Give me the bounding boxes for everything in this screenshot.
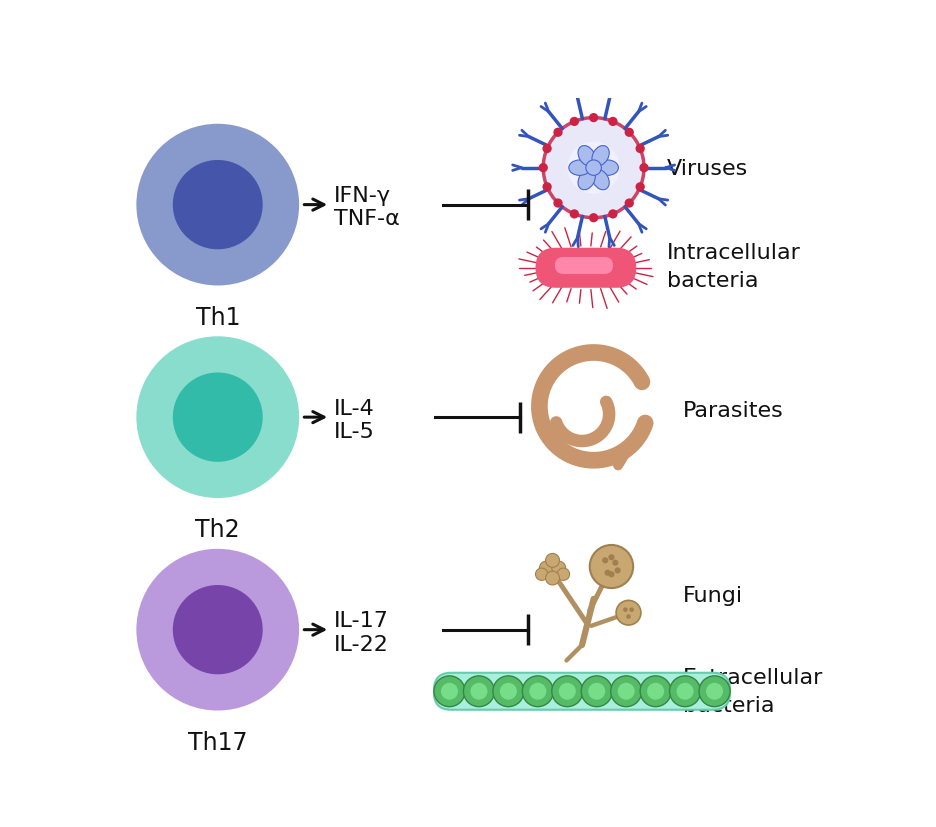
Circle shape — [500, 683, 517, 700]
Circle shape — [588, 683, 606, 700]
Circle shape — [612, 560, 619, 566]
Circle shape — [137, 125, 300, 286]
Text: Extracellular
bacteria: Extracellular bacteria — [682, 667, 823, 715]
Circle shape — [589, 114, 598, 123]
Ellipse shape — [578, 170, 595, 190]
Circle shape — [610, 676, 642, 707]
Text: Th1: Th1 — [196, 305, 240, 329]
Ellipse shape — [597, 160, 619, 176]
Ellipse shape — [569, 160, 591, 176]
Circle shape — [581, 676, 612, 707]
Circle shape — [706, 683, 723, 700]
Circle shape — [615, 567, 621, 574]
Circle shape — [624, 128, 634, 138]
Text: Th2: Th2 — [196, 518, 240, 542]
Circle shape — [624, 199, 634, 208]
Circle shape — [570, 117, 579, 127]
Text: IL-5: IL-5 — [334, 422, 375, 442]
Circle shape — [618, 683, 635, 700]
Circle shape — [677, 683, 694, 700]
Circle shape — [636, 145, 645, 154]
FancyBboxPatch shape — [434, 673, 730, 710]
Text: Parasites: Parasites — [682, 401, 783, 421]
Circle shape — [535, 568, 548, 581]
Circle shape — [441, 683, 458, 700]
Circle shape — [543, 183, 551, 192]
Circle shape — [173, 586, 263, 675]
Ellipse shape — [578, 146, 595, 166]
Circle shape — [557, 568, 570, 581]
Text: Viruses: Viruses — [667, 159, 749, 179]
Circle shape — [522, 676, 553, 707]
Text: IL-22: IL-22 — [334, 633, 388, 653]
Circle shape — [640, 676, 671, 707]
Text: Th17: Th17 — [188, 730, 247, 754]
Circle shape — [608, 555, 615, 561]
Circle shape — [546, 571, 560, 586]
Circle shape — [616, 600, 641, 625]
Ellipse shape — [592, 170, 609, 190]
Circle shape — [590, 545, 633, 588]
Circle shape — [623, 608, 628, 612]
Circle shape — [538, 164, 548, 173]
Text: TNF-α: TNF-α — [334, 209, 400, 229]
Text: Fungi: Fungi — [682, 586, 743, 605]
Circle shape — [552, 562, 565, 576]
Circle shape — [463, 676, 494, 707]
Circle shape — [626, 614, 631, 619]
Circle shape — [493, 676, 524, 707]
Circle shape — [543, 145, 551, 154]
Circle shape — [647, 683, 665, 700]
Circle shape — [559, 683, 576, 700]
Circle shape — [434, 676, 465, 707]
Circle shape — [529, 683, 547, 700]
Circle shape — [137, 549, 300, 710]
Circle shape — [570, 210, 579, 219]
Circle shape — [539, 562, 553, 576]
Text: Intracellular
bacteria: Intracellular bacteria — [667, 243, 801, 291]
Circle shape — [608, 210, 618, 219]
FancyBboxPatch shape — [535, 248, 636, 289]
Circle shape — [543, 118, 644, 218]
Circle shape — [605, 570, 610, 576]
Circle shape — [639, 164, 649, 173]
FancyBboxPatch shape — [555, 258, 613, 275]
Circle shape — [589, 214, 598, 223]
Circle shape — [552, 676, 583, 707]
Circle shape — [608, 117, 618, 127]
Circle shape — [699, 676, 730, 707]
Circle shape — [629, 608, 634, 612]
Circle shape — [546, 554, 560, 567]
Circle shape — [173, 160, 263, 250]
Circle shape — [636, 183, 645, 192]
Text: IFN-γ: IFN-γ — [334, 186, 391, 206]
Circle shape — [608, 571, 615, 577]
Circle shape — [553, 199, 563, 208]
Circle shape — [669, 676, 700, 707]
Text: IL-4: IL-4 — [334, 399, 374, 418]
Text: IL-17: IL-17 — [334, 610, 388, 631]
Circle shape — [137, 337, 300, 499]
Circle shape — [173, 373, 263, 462]
Ellipse shape — [592, 146, 609, 166]
Circle shape — [567, 142, 620, 194]
Circle shape — [553, 128, 563, 138]
Circle shape — [602, 557, 608, 564]
Circle shape — [586, 160, 601, 176]
Circle shape — [471, 683, 488, 700]
